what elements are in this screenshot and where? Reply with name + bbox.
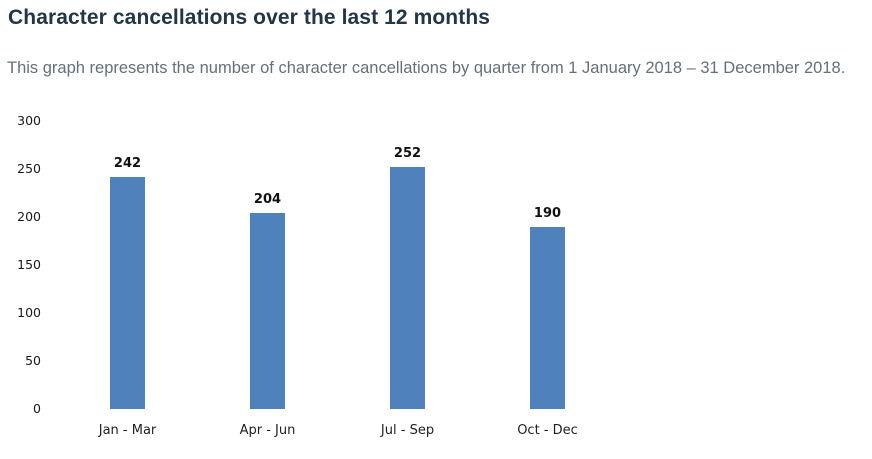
y-axis-tick-label: 100 bbox=[17, 305, 41, 320]
x-axis-category-label: Jan - Mar bbox=[98, 423, 157, 438]
x-axis-category-label: Apr - Jun bbox=[239, 423, 296, 438]
y-axis-tick-label: 200 bbox=[17, 209, 41, 224]
bar bbox=[250, 213, 285, 409]
x-axis-category-label: Oct - Dec bbox=[517, 423, 578, 438]
bar-value-label: 242 bbox=[113, 155, 142, 171]
y-axis-tick-label: 250 bbox=[17, 161, 41, 176]
page-title: Character cancellations over the last 12… bbox=[8, 6, 491, 29]
y-axis-tick-label: 150 bbox=[17, 257, 41, 272]
x-axis-category-label: Jul - Sep bbox=[380, 423, 435, 438]
bar bbox=[110, 176, 145, 409]
bar-value-label: 252 bbox=[393, 146, 422, 162]
bar bbox=[530, 226, 565, 409]
bar-value-label: 204 bbox=[253, 192, 282, 208]
y-axis-tick-label: 300 bbox=[17, 113, 41, 128]
bar-value-label: 190 bbox=[533, 205, 562, 221]
bar bbox=[390, 167, 425, 409]
y-axis-tick-label: 0 bbox=[33, 401, 41, 416]
page-subtitle: This graph represents the number of char… bbox=[7, 59, 846, 77]
y-axis-tick-label: 50 bbox=[25, 353, 41, 368]
